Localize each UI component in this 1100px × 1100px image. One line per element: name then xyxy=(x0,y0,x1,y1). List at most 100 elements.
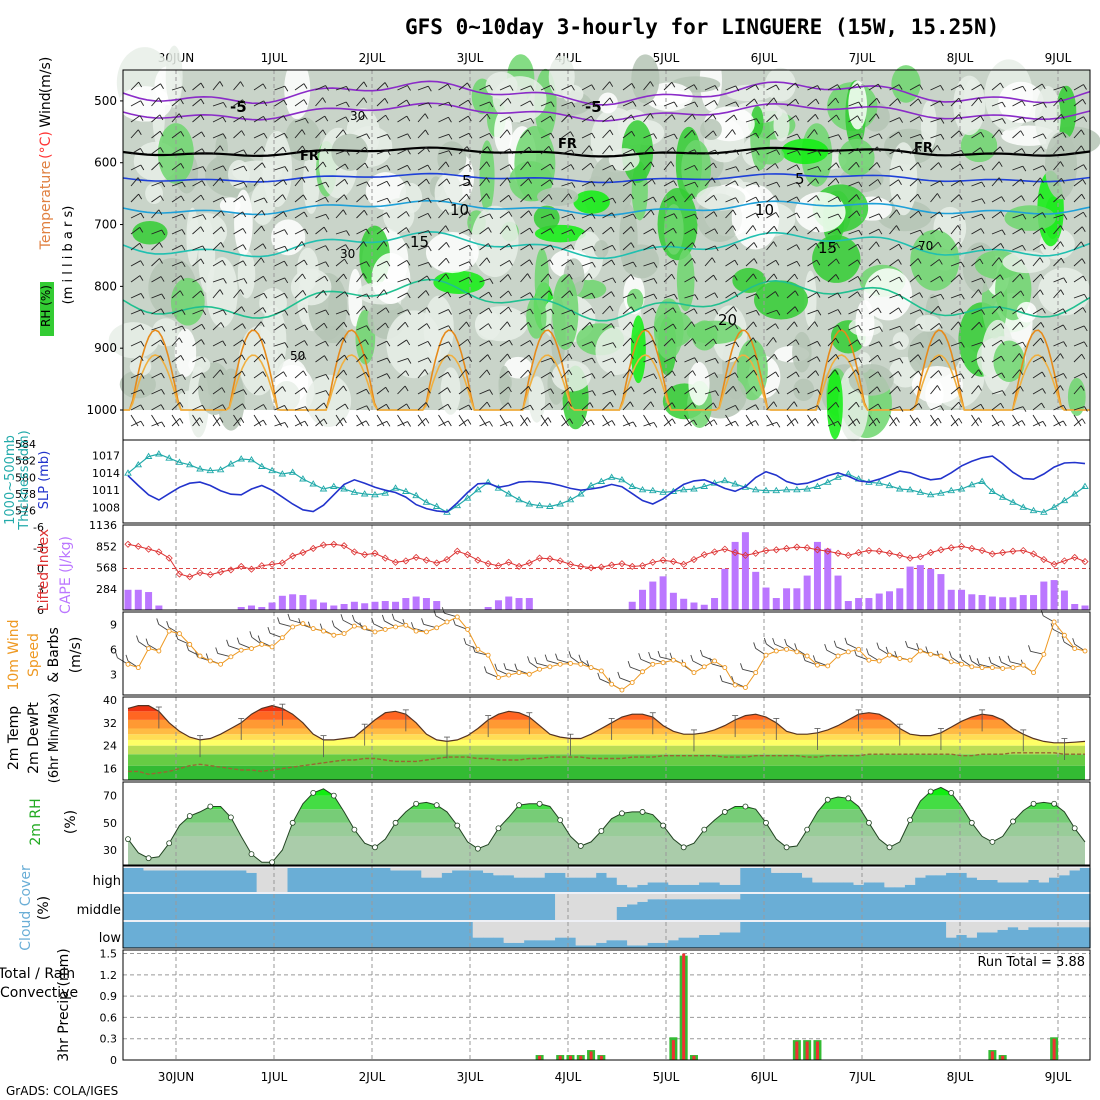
wind-barb xyxy=(540,115,551,123)
rh-tick: 50 xyxy=(103,817,117,830)
wind-barb-flag xyxy=(305,406,309,412)
wind-barb-flag xyxy=(876,98,881,104)
rh-marker xyxy=(310,789,317,796)
wind-barb xyxy=(786,418,796,427)
wind-barb-flag xyxy=(467,386,471,393)
surface-barb-flag xyxy=(824,643,828,651)
wind-barb-flag xyxy=(383,241,388,247)
rh-shade xyxy=(498,365,511,407)
wind-barb xyxy=(356,209,365,219)
cape-bar xyxy=(916,565,924,610)
li-tick: 0 xyxy=(37,563,44,576)
li-tick: 3 xyxy=(37,583,44,596)
wind-barb-flag xyxy=(653,357,658,364)
wind-barb xyxy=(479,161,488,171)
rh-shade xyxy=(838,138,875,177)
wind-speed-marker xyxy=(1041,651,1047,657)
wind-barb-flag xyxy=(875,241,880,247)
wind-barb-flag xyxy=(284,310,289,316)
wind-barb-flag xyxy=(549,402,554,409)
wind-barb xyxy=(438,83,449,91)
wind-barb-flag xyxy=(241,354,246,361)
wind-barb-flag xyxy=(815,243,820,249)
slp-tick: 1017 xyxy=(92,450,120,463)
ylabel-thickness: Thickness (dm) xyxy=(17,430,32,530)
cloud-gap xyxy=(483,922,494,938)
cape-bar xyxy=(309,599,317,610)
wind-barb xyxy=(397,277,409,283)
wind-barb xyxy=(971,414,979,427)
wind-barb-flag xyxy=(1039,257,1044,263)
wind-barb-flag xyxy=(223,358,227,364)
thickness-marker xyxy=(330,482,338,489)
wind-barb xyxy=(376,114,386,123)
wind-barb-flag xyxy=(241,130,245,136)
cloud-bar xyxy=(472,937,484,948)
wind-barb-flag xyxy=(325,390,330,396)
cape-bar xyxy=(268,602,276,610)
cape-bar xyxy=(978,595,986,610)
cloud-gap xyxy=(668,894,680,900)
wind-barb-flag xyxy=(795,98,799,105)
wind-barb-flag xyxy=(612,389,617,396)
cape-bar xyxy=(700,604,708,610)
wind-barb xyxy=(356,293,367,299)
rh-label: 30 xyxy=(350,109,365,123)
wind-barb-flag xyxy=(711,177,716,183)
cloud-bar xyxy=(863,894,875,920)
wind-barb-flag xyxy=(898,276,903,283)
wind-barb xyxy=(458,276,470,283)
wind-barb xyxy=(561,324,572,331)
wind-barb xyxy=(540,308,552,315)
wind-barb-flag xyxy=(650,145,655,152)
wind-barb xyxy=(274,85,285,91)
wind-barb xyxy=(581,101,593,107)
wind-barb-flag xyxy=(1043,102,1047,108)
wind-speed-marker xyxy=(403,622,409,628)
wind-speed-marker xyxy=(135,665,141,671)
wind-barb-flag xyxy=(816,356,821,362)
cloud-bar xyxy=(493,894,505,920)
thickness-marker xyxy=(134,460,143,468)
wind-barb xyxy=(889,307,899,315)
temp-band xyxy=(128,745,1085,755)
cloud-bar xyxy=(946,872,957,892)
wind-barb-flag xyxy=(1021,195,1025,201)
wind-barb xyxy=(991,323,1002,331)
wind-barb-flag xyxy=(325,261,330,267)
cloud-gap xyxy=(832,868,844,883)
wind-barb xyxy=(499,243,510,251)
wind-barb xyxy=(889,406,901,411)
wind-barb-flag xyxy=(919,84,924,90)
wind-barb xyxy=(1032,322,1042,331)
wind-barb xyxy=(335,354,345,363)
wind-barb-flag xyxy=(980,84,985,90)
wind-barb xyxy=(602,145,610,155)
wind-barb xyxy=(622,226,632,235)
wind-barb-flag xyxy=(815,98,820,105)
wind-barb-flag xyxy=(632,421,637,428)
wind-barb xyxy=(622,414,631,427)
wind-barb xyxy=(315,226,325,235)
surface-barb-flag xyxy=(844,637,848,644)
cloud-gap xyxy=(688,922,700,938)
surface-barb-flag xyxy=(421,618,424,625)
wind-barb-flag xyxy=(344,403,349,410)
wind-barb-flag xyxy=(140,148,144,154)
surface-barb-flag xyxy=(534,657,538,664)
wind-barb-flag xyxy=(487,227,492,233)
thickness-marker xyxy=(412,491,420,499)
cloud-gap xyxy=(585,922,597,946)
cloud-bar xyxy=(338,894,350,920)
wind-barb-flag xyxy=(549,116,554,122)
wind-barb-flag xyxy=(609,401,614,408)
wind-barb-flag xyxy=(386,165,391,171)
wind-barb xyxy=(335,385,344,395)
wind-barb-flag xyxy=(571,149,576,156)
wind-barb xyxy=(786,212,797,219)
wind-barb xyxy=(930,193,938,203)
wind-barb xyxy=(868,354,878,363)
wind-barb xyxy=(1073,164,1084,171)
wind-barb xyxy=(643,387,654,395)
wind-barb xyxy=(786,115,797,123)
